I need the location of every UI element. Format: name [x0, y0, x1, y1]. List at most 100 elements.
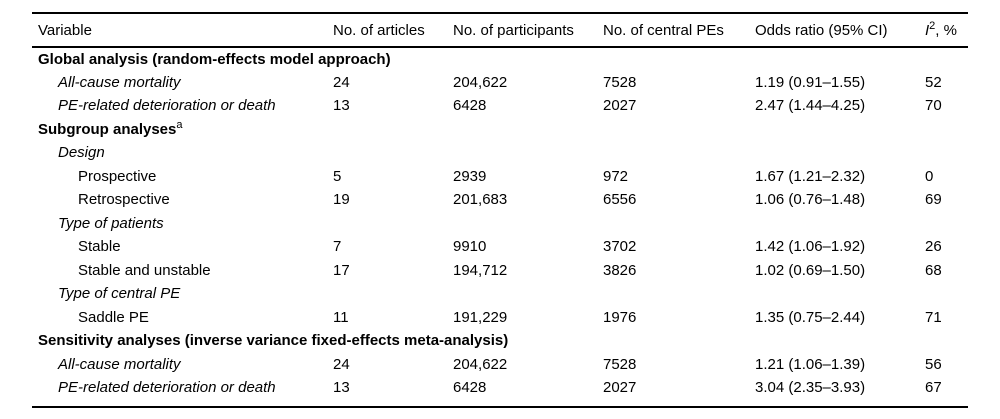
cell-i-squared: 0 — [925, 167, 934, 185]
column-header-participants: No. of participants — [453, 13, 603, 48]
row-label: Saddle PE — [78, 308, 149, 326]
table-row-subheading-design: Design — [32, 141, 968, 165]
cell-odds-ratio: 1.19 (0.91–1.55) — [755, 73, 866, 91]
table-row-sensitivity-pe-related-deterioration: PE-related deterioration or death 13 642… — [32, 376, 968, 400]
table-row-section-sensitivity-analyses: Sensitivity analyses (inverse variance f… — [32, 329, 968, 353]
cell-i-squared — [925, 212, 968, 236]
cell-odds-ratio — [755, 282, 925, 306]
cell-central-pes — [603, 212, 755, 236]
cell-odds-ratio — [755, 141, 925, 165]
cell-participants — [453, 47, 603, 71]
cell-odds-ratio: 3.04 (2.35–3.93) — [755, 379, 866, 397]
table-bottom-rule — [32, 405, 968, 408]
table-row-prospective: Prospective 5 2939 972 1.67 (1.21–2.32) … — [32, 165, 968, 189]
cell-central-pes — [603, 141, 755, 165]
cell-i-squared: 68 — [925, 261, 942, 279]
cell-participants: 9910 — [453, 238, 487, 256]
row-label: Type of central PE — [58, 285, 181, 303]
cell-i-squared — [925, 118, 968, 142]
table-row-subheading-type-of-patients: Type of patients — [32, 212, 968, 236]
row-label: Retrospective — [78, 191, 170, 209]
i-squared-suffix: , % — [935, 21, 957, 39]
cell-participants: 201,683 — [453, 191, 508, 209]
cell-i-squared: 56 — [925, 355, 942, 373]
cell-central-pes: 2027 — [603, 97, 637, 115]
cell-odds-ratio: 1.35 (0.75–2.44) — [755, 308, 866, 326]
cell-participants — [453, 282, 603, 306]
row-label: Stable — [78, 238, 121, 256]
table-row-section-subgroup-analyses: Subgroup analysesa — [32, 118, 968, 142]
row-label: Design — [58, 144, 105, 162]
cell-central-pes: 7528 — [603, 73, 637, 91]
table-row-section-global-analysis: Global analysis (random-effects model ap… — [32, 47, 968, 71]
row-label: Type of patients — [58, 214, 164, 232]
cell-participants: 191,229 — [453, 308, 508, 326]
cell-articles: 17 — [333, 261, 350, 279]
row-label: All-cause mortality — [58, 73, 181, 91]
cell-articles — [333, 118, 453, 142]
cell-central-pes: 6556 — [603, 191, 637, 209]
cell-articles: 13 — [333, 379, 350, 397]
cell-participants — [453, 118, 603, 142]
cell-participants — [453, 141, 603, 165]
cell-articles: 24 — [333, 73, 350, 91]
cell-participants: 2939 — [453, 167, 487, 185]
cell-participants: 6428 — [453, 379, 487, 397]
cell-articles: 7 — [333, 238, 342, 256]
footnote-marker-a: a — [176, 118, 183, 131]
cell-i-squared: 26 — [925, 238, 942, 256]
cell-central-pes: 3702 — [603, 238, 637, 256]
row-label: Stable and unstable — [78, 261, 211, 279]
table-row-pe-related-deterioration: PE-related deterioration or death 13 642… — [32, 94, 968, 118]
row-label: Subgroup analyses — [38, 120, 177, 138]
row-label: Prospective — [78, 167, 157, 185]
cell-central-pes: 1976 — [603, 308, 637, 326]
cell-i-squared: 52 — [925, 73, 942, 91]
meta-analysis-table-container: Variable No. of articles No. of particip… — [32, 12, 968, 408]
i-squared-superscript: 2 — [929, 19, 936, 32]
cell-i-squared — [925, 329, 968, 353]
cell-central-pes — [603, 282, 755, 306]
meta-analysis-table: Variable No. of articles No. of particip… — [32, 12, 968, 400]
table-row-all-cause-mortality: All-cause mortality 24 204,622 7528 1.19… — [32, 71, 968, 95]
table-row-subheading-type-of-central-pe: Type of central PE — [32, 282, 968, 306]
cell-participants: 194,712 — [453, 261, 508, 279]
column-header-articles: No. of articles — [333, 13, 453, 48]
row-label: Global analysis (random-effects model ap… — [38, 50, 391, 68]
column-header-i-squared: I2, % — [925, 13, 968, 48]
cell-articles: 13 — [333, 97, 350, 115]
cell-odds-ratio: 1.06 (0.76–1.48) — [755, 191, 866, 209]
cell-i-squared: 69 — [925, 191, 942, 209]
cell-articles — [333, 282, 453, 306]
cell-i-squared: 70 — [925, 97, 942, 115]
column-header-odds-ratio: Odds ratio (95% CI) — [755, 13, 925, 48]
cell-articles: 11 — [333, 308, 349, 326]
cell-odds-ratio: 1.67 (1.21–2.32) — [755, 167, 866, 185]
cell-central-pes — [603, 118, 755, 142]
row-label: All-cause mortality — [58, 355, 181, 373]
cell-i-squared: 67 — [925, 379, 942, 397]
column-header-variable: Variable — [32, 13, 333, 48]
cell-central-pes: 7528 — [603, 355, 637, 373]
cell-participants: 6428 — [453, 97, 487, 115]
cell-i-squared — [925, 141, 968, 165]
cell-odds-ratio: 1.21 (1.06–1.39) — [755, 355, 866, 373]
cell-central-pes: 3826 — [603, 261, 637, 279]
cell-articles: 24 — [333, 355, 350, 373]
row-label: Sensitivity analyses (inverse variance f… — [38, 332, 509, 350]
table-row-retrospective: Retrospective 19 201,683 6556 1.06 (0.76… — [32, 188, 968, 212]
table-header-row: Variable No. of articles No. of particip… — [32, 13, 968, 48]
cell-participants: 204,622 — [453, 355, 508, 373]
row-label: PE-related deterioration or death — [58, 379, 276, 397]
column-header-central-pes: No. of central PEs — [603, 13, 755, 48]
cell-participants: 204,622 — [453, 73, 508, 91]
cell-articles — [333, 141, 453, 165]
cell-articles: 5 — [333, 167, 342, 185]
row-label: PE-related deterioration or death — [58, 97, 276, 115]
cell-odds-ratio: 1.42 (1.06–1.92) — [755, 238, 866, 256]
cell-i-squared — [925, 282, 968, 306]
i-squared-symbol: I — [925, 21, 930, 39]
cell-odds-ratio: 1.02 (0.69–1.50) — [755, 261, 866, 279]
cell-odds-ratio — [755, 118, 925, 142]
cell-odds-ratio — [755, 47, 925, 71]
